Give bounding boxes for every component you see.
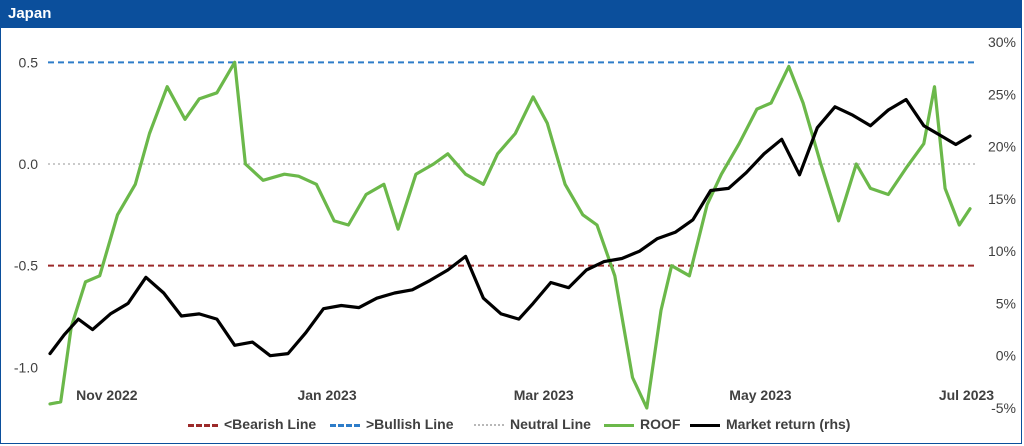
panel-title: Japan	[8, 5, 52, 22]
x-tick-label: May 2023	[729, 387, 791, 403]
axis-ticks: 0.5 0.0 -0.5 -1.0 30% 25% 20% 15% 10% 5% 0% -5% Nov …	[14, 34, 1016, 416]
y-right-tick-label: 10%	[988, 243, 1016, 259]
chart-legend: <Bearish Line >Bullish Line Neutral Line…	[0, 410, 1024, 440]
x-tick-label: Jul 2023	[939, 387, 994, 403]
legend-label-roof: ROOF	[640, 416, 681, 432]
y-left-tick-label: -0.5	[14, 258, 38, 274]
x-tick-label: Jan 2023	[297, 387, 356, 403]
y-left-tick-label: 0.0	[19, 156, 39, 172]
legend-item-roof: ROOF	[604, 416, 680, 432]
x-tick-label: Nov 2022	[76, 387, 138, 403]
legend-swatch-roof	[604, 423, 634, 427]
panel-title-bar: Japan	[0, 0, 1022, 28]
legend-item-bearish: <Bearish Line	[188, 416, 316, 432]
legend-item-neutral: Neutral Line	[474, 416, 591, 432]
legend-swatch-neutral	[474, 424, 504, 427]
roof-line	[48, 60, 972, 410]
legend-label-neutral: Neutral Line	[510, 416, 591, 432]
y-right-tick-label: 5%	[996, 295, 1016, 311]
legend-item-market-return: Market return (rhs)	[690, 416, 850, 432]
legend-swatch-market-return	[690, 423, 720, 427]
legend-swatch-bullish	[330, 423, 360, 427]
legend-label-bearish: <Bearish Line	[224, 416, 317, 432]
legend-label-market-return: Market return (rhs)	[726, 416, 851, 432]
series-lines	[48, 60, 972, 410]
legend-item-bullish: >Bullish Line	[330, 416, 454, 432]
y-left-tick-label: 0.5	[19, 54, 39, 70]
legend-swatch-bearish	[188, 423, 218, 427]
y-right-tick-label: 20%	[988, 139, 1016, 155]
market-return-line	[48, 97, 972, 358]
y-right-tick-label: -5%	[991, 400, 1016, 416]
y-right-tick-label: 25%	[988, 86, 1016, 102]
reference-lines	[48, 61, 978, 267]
y-right-tick-label: 30%	[988, 34, 1016, 50]
y-right-tick-label: 0%	[996, 348, 1016, 364]
y-right-tick-label: 15%	[988, 191, 1016, 207]
legend-label-bullish: >Bullish Line	[366, 416, 454, 432]
y-left-tick-label: -1.0	[14, 359, 38, 375]
x-tick-label: Mar 2023	[514, 387, 574, 403]
